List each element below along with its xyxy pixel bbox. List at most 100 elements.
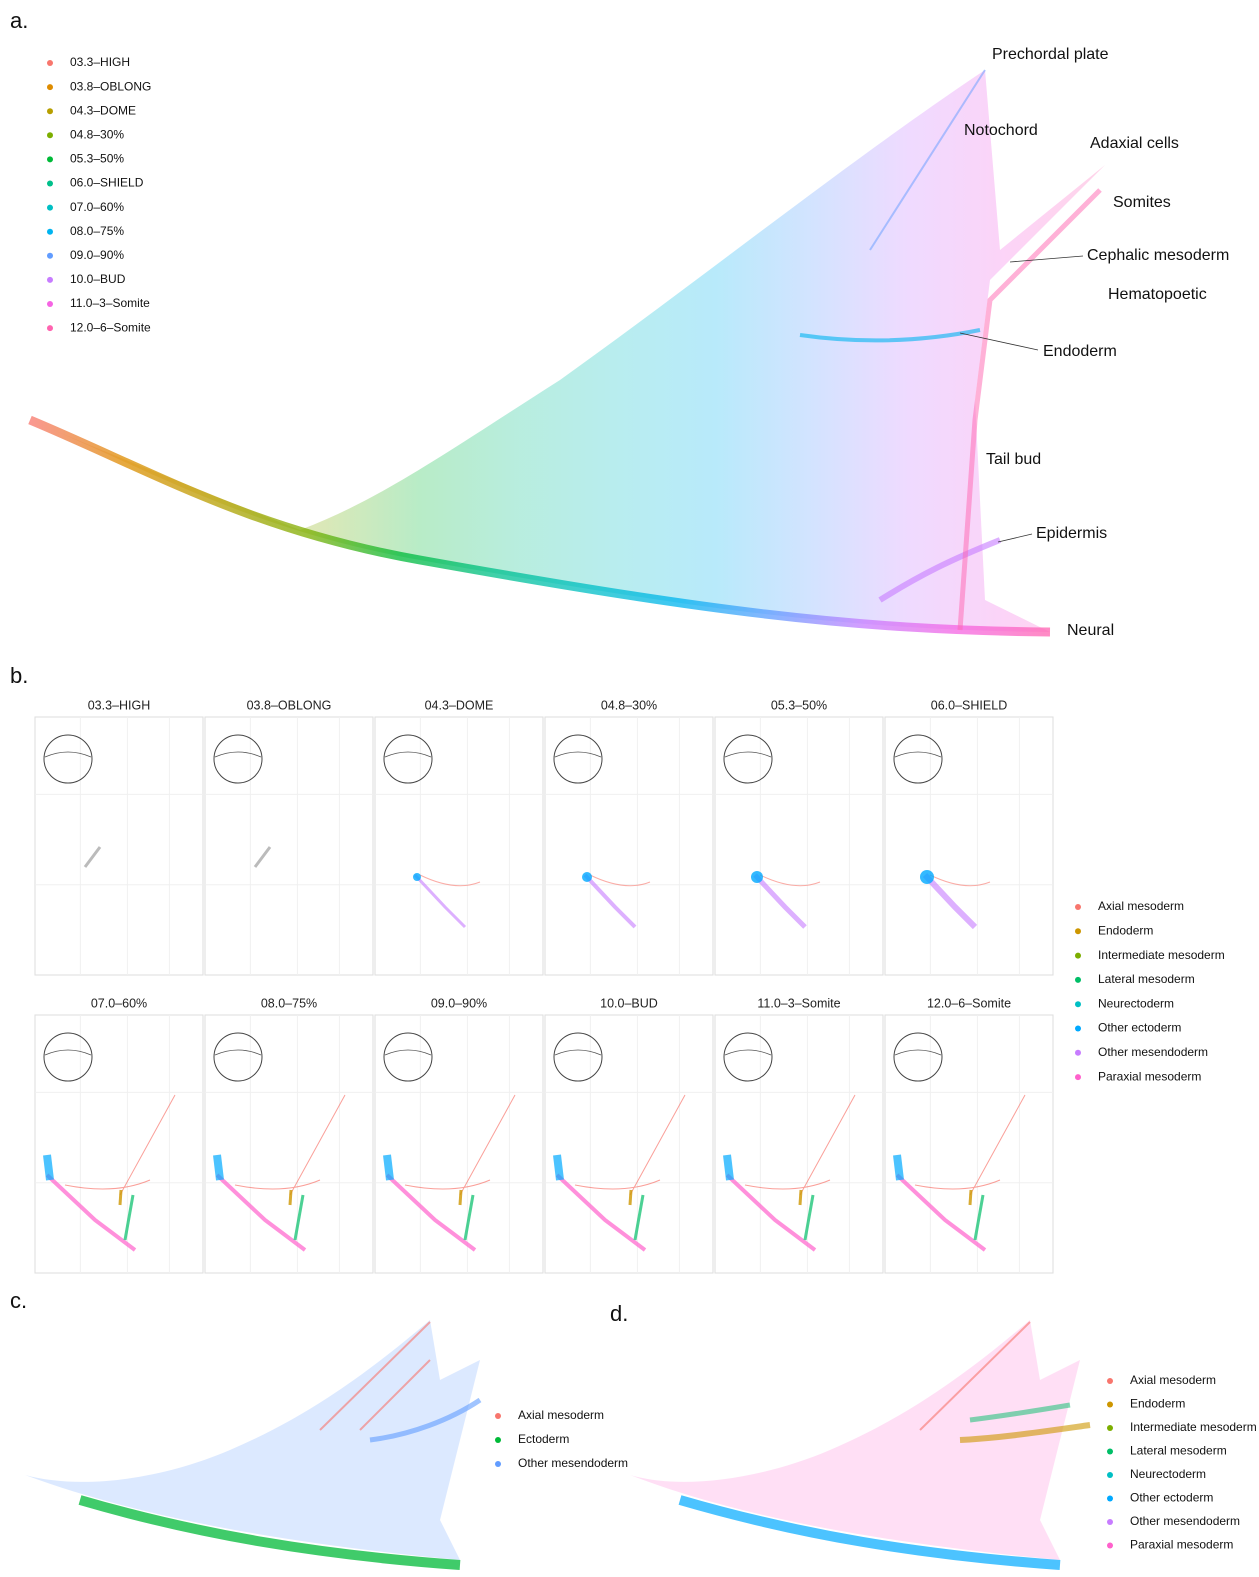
stage-title: 11.0–3–Somite: [757, 996, 840, 1010]
legend-label: Paraxial mesoderm: [1098, 1069, 1201, 1083]
cells: [255, 847, 270, 867]
stage-title: 09.0–90%: [431, 996, 487, 1010]
annotation: Cephalic mesoderm: [1087, 247, 1229, 264]
facet-frame: [35, 717, 203, 975]
facet-frame: [545, 1015, 713, 1273]
cells: [805, 1195, 813, 1240]
cells: [465, 1195, 473, 1240]
annotation: Endoderm: [1043, 343, 1117, 360]
legend-swatch: [47, 301, 53, 307]
embryo-drawing: [214, 735, 262, 783]
legend-swatch: [1107, 1543, 1113, 1549]
annotation: Neural: [1067, 622, 1114, 639]
legend-label: Neurectoderm: [1098, 996, 1174, 1010]
cells: [897, 1155, 900, 1180]
legend-swatch: [47, 229, 53, 235]
stage-title: 03.3–HIGH: [88, 698, 151, 712]
facet-frame: [375, 717, 543, 975]
legend-label: Endoderm: [1130, 1397, 1185, 1411]
annotation: Hematopoetic: [1108, 286, 1207, 303]
legend-swatch: [495, 1413, 501, 1419]
legend-label: Axial mesoderm: [518, 1408, 604, 1422]
cells: [65, 1095, 175, 1195]
embryo-drawing: [44, 735, 92, 783]
facet-frame: [885, 717, 1053, 975]
legend-swatch: [1075, 953, 1081, 959]
legend-swatch: [1107, 1425, 1113, 1431]
legend-swatch: [47, 84, 53, 90]
embryo-drawing: [384, 735, 432, 783]
legend-label: Other mesendoderm: [1098, 1045, 1208, 1059]
legend-swatch: [1107, 1402, 1113, 1408]
cells: [295, 1195, 303, 1240]
embryo-drawing: [894, 735, 942, 783]
cells: [387, 1175, 475, 1250]
embedding-cloud: [630, 1320, 1090, 1565]
facet-frame: [715, 1015, 883, 1273]
legend-swatch: [1075, 928, 1081, 934]
legend-label: Endoderm: [1098, 923, 1153, 937]
legend-label: Intermediate mesoderm: [1130, 1420, 1257, 1434]
embryo-drawing: [554, 735, 602, 783]
legend-swatch: [1075, 1001, 1081, 1007]
embryo-drawing: [45, 1050, 91, 1055]
cells: [975, 1195, 983, 1240]
panel-label: d.: [610, 1301, 628, 1326]
legend-swatch: [1107, 1449, 1113, 1455]
facet-frame: [205, 717, 373, 975]
cells: [47, 1155, 50, 1180]
legend-swatch: [495, 1437, 501, 1443]
embryo-drawing: [725, 752, 771, 757]
facet-frame: [715, 717, 883, 975]
legend-swatch: [47, 325, 53, 331]
legend-swatch: [47, 132, 53, 138]
cells: [630, 1190, 631, 1205]
embryo-drawing: [724, 1033, 772, 1081]
cells: [915, 1095, 1025, 1195]
stage-title: 04.3–DOME: [425, 698, 494, 712]
facet-frame: [885, 1015, 1053, 1273]
embryo-drawing: [895, 752, 941, 757]
cells: [85, 847, 100, 867]
stage-title: 08.0–75%: [261, 996, 317, 1010]
panel-label: c.: [10, 1288, 27, 1313]
legend-label: Other ectoderm: [1098, 1021, 1181, 1035]
legend-swatch: [1107, 1472, 1113, 1478]
legend-swatch: [47, 205, 53, 211]
stage-title: 03.8–OBLONG: [247, 698, 332, 712]
cells: [727, 1155, 730, 1180]
legend-label: 03.3–HIGH: [70, 55, 130, 69]
legend-label: 06.0–SHIELD: [70, 176, 144, 190]
cells: [290, 1190, 291, 1205]
legend-swatch: [47, 60, 53, 66]
cells: [970, 1190, 971, 1205]
legend-swatch: [47, 277, 53, 283]
legend-swatch: [47, 253, 53, 259]
legend-label: Neurectoderm: [1130, 1467, 1206, 1481]
cells: [387, 1155, 390, 1180]
embryo-drawing: [385, 1050, 431, 1055]
cells: [930, 875, 990, 886]
legend-label: Lateral mesoderm: [1098, 972, 1195, 986]
cells: [751, 871, 763, 883]
legend-label: 08.0–75%: [70, 224, 124, 238]
cells: [590, 875, 650, 886]
cells: [800, 1190, 801, 1205]
legend-label: Lateral mesoderm: [1130, 1444, 1227, 1458]
legend-label: Axial mesoderm: [1098, 899, 1184, 913]
cells: [120, 1190, 121, 1205]
stage-title: 04.8–30%: [601, 698, 657, 712]
facet-frame: [35, 1015, 203, 1273]
cells: [413, 873, 421, 881]
legend-swatch: [47, 108, 53, 114]
cells: [460, 1190, 461, 1205]
legend-label: Ectoderm: [518, 1432, 569, 1446]
cells: [575, 1095, 685, 1195]
stage-title: 06.0–SHIELD: [931, 698, 1007, 712]
embryo-drawing: [725, 1050, 771, 1055]
cells: [217, 1175, 305, 1250]
facet-frame: [205, 1015, 373, 1273]
legend-label: 12.0–6–Somite: [70, 320, 151, 334]
cells: [405, 1095, 515, 1195]
annotation: Notochord: [964, 122, 1038, 139]
